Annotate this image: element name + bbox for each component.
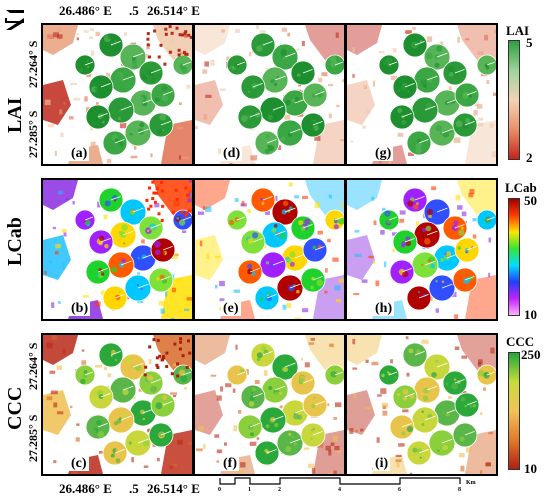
map-panel-b: (b) [41,178,194,321]
bottom-coord-right: 26.514° E [147,481,200,497]
top-coord-left: 26.486° E [59,3,112,19]
lat-label-mid-row1: 27.285° S [26,111,41,158]
panel-label-b: (b) [69,301,90,316]
colorbar-lcab-max: 50 [524,193,537,209]
north-arrow-icon [3,4,27,36]
top-coord-mid: .5 [129,3,139,19]
map-panel-i: (i) [345,333,498,476]
colorbar-lcab [508,198,520,316]
bottom-coord-mid: .5 [129,481,139,497]
map-panel-h: (h) [345,178,498,321]
panel-label-a: (a) [69,146,89,161]
scale-tick-4: 4 [338,487,341,493]
colorbar-lai-min: 2 [526,150,533,166]
panel-label-e: (e) [221,301,241,316]
colorbar-ccc-min: 10 [524,461,537,477]
lat-label-top-row1: 27.264° S [26,41,41,88]
colorbar-lcab-min: 10 [524,307,537,323]
map-panel-e: (e) [193,178,346,321]
map-panel-a: (a) [41,23,194,166]
row-label-lai: LAI [4,97,27,133]
panel-label-h: (h) [373,301,394,316]
panel-label-c: (c) [69,456,89,471]
colorbar-ccc-max: 250 [521,347,541,363]
north-arrow [3,4,27,36]
lat-label-top-row3: 27.264° S [26,343,41,390]
map-panel-g: (g) [345,23,498,166]
scale-tick-0: 0 [218,487,221,493]
map-panel-f: (f) [193,333,346,476]
scale-tick-6: 6 [398,487,401,493]
scale-tick-1: 1 [248,487,251,493]
colorbar-lai-max: 5 [526,35,533,51]
panel-label-g: (g) [373,146,393,161]
colorbar-ccc [508,352,520,470]
bottom-coord-left: 26.486° E [59,481,112,497]
top-coord-right: 26.514° E [147,3,200,19]
panel-label-d: (d) [221,146,242,161]
panel-label-f: (f) [221,456,239,471]
row-label-lcab: LCab [4,217,27,266]
lat-label-mid-row3: 27.285° S [26,415,41,462]
row-label-ccc: CCC [4,387,27,430]
scale-bar-graphic [215,474,480,498]
scale-tick-2: 2 [278,487,281,493]
scale-tick-8: 8 [458,487,461,493]
scale-bar: 0 1 2 4 6 8 Km [215,474,480,498]
map-panel-c: (c) [41,333,194,476]
map-panel-d: (d) [193,23,346,166]
scale-unit: Km [466,480,476,486]
colorbar-lai [508,40,520,160]
panel-label-i: (i) [373,456,390,471]
